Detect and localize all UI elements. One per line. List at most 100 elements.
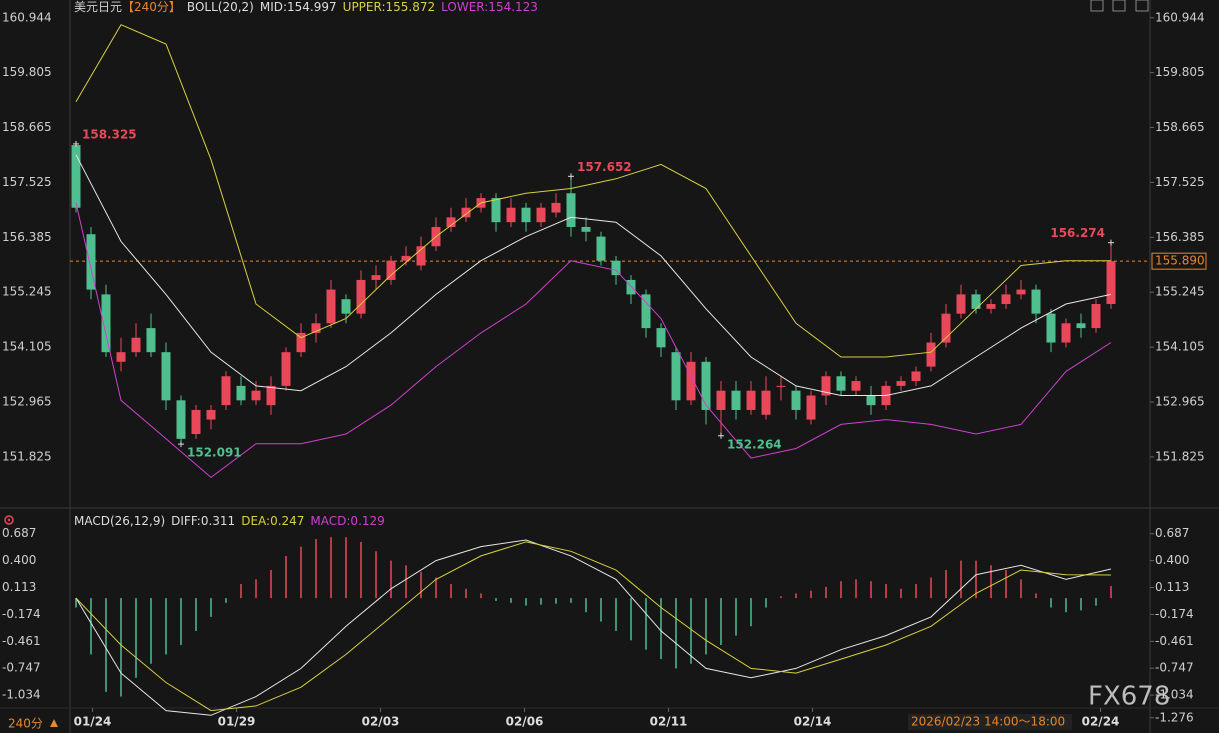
y-tick-label: 156.385	[1155, 230, 1205, 244]
candle-body	[851, 381, 861, 391]
period[interactable]: 【240分】	[122, 0, 181, 14]
candle-body	[221, 376, 231, 406]
candle-body	[641, 294, 651, 329]
y-tick-label: 151.825	[1155, 449, 1205, 463]
boll-lower: LOWER:154.123	[441, 0, 538, 14]
x-tick-label: 02/11	[650, 715, 688, 729]
y-tick-label-left: 0.113	[2, 580, 36, 594]
candle-body	[791, 390, 801, 410]
y-tick-label-left: 0.400	[2, 553, 36, 567]
candle-body	[251, 390, 261, 401]
candle-body	[491, 198, 501, 223]
y-tick-label: -0.747	[1155, 661, 1194, 675]
indicator-line	[75, 539, 1112, 716]
x-tick-label: 02/03	[362, 715, 400, 729]
candle-body	[701, 361, 711, 410]
y-tick-label: 152.965	[1155, 395, 1205, 409]
candle-body	[671, 352, 681, 401]
candle-body	[401, 255, 411, 261]
y-tick-label: 157.525	[1155, 175, 1205, 189]
boll-mid: MID:154.997	[259, 0, 337, 14]
candle-body	[971, 294, 981, 309]
candle-body	[146, 328, 156, 353]
candle-body	[1001, 294, 1011, 305]
candle-body	[926, 342, 936, 367]
cursor-time-box	[908, 714, 1072, 730]
candle-body	[836, 376, 846, 391]
candle-body	[686, 361, 696, 401]
y-tick-label-left: -0.174	[2, 607, 41, 621]
y-tick-label: 0.400	[1155, 553, 1189, 567]
x-tick-label: 02/24	[1082, 715, 1120, 729]
extreme-label: 157.652	[577, 160, 632, 174]
macd-header: MACD(26,12,9) DIFF:0.311 DEA:0.247 MACD:0.1…	[74, 514, 391, 528]
candle-body	[566, 193, 576, 227]
y-tick-label: 0.113	[1155, 580, 1189, 594]
candle-body	[1046, 313, 1056, 343]
y-tick-label-left: 158.665	[2, 120, 52, 134]
candle-body	[1016, 289, 1026, 295]
candle-body	[536, 207, 546, 223]
y-tick-label: 0.687	[1155, 526, 1189, 540]
macd-diff: DIFF:0.311	[171, 514, 236, 528]
candle-body	[986, 304, 996, 309]
candle-body	[371, 275, 381, 280]
macd-icon-dot	[7, 518, 11, 522]
y-tick-label: 159.805	[1155, 65, 1205, 79]
candle-body	[281, 352, 291, 386]
y-tick-label: 158.665	[1155, 120, 1205, 134]
candle-body	[956, 294, 966, 314]
x-tick-label: 02/06	[506, 715, 544, 729]
y-tick-label-left: 159.805	[2, 65, 52, 79]
candle-body	[311, 323, 321, 333]
x-tick-label: 01/24	[74, 715, 112, 729]
candle-body	[626, 279, 636, 295]
candle-body	[446, 217, 456, 227]
candle-body	[776, 385, 786, 387]
boll-upper: UPPER:155.872	[342, 0, 436, 14]
candle-body	[176, 400, 186, 439]
candle-body	[581, 226, 591, 232]
candle-body	[356, 279, 366, 314]
last-price-label: 155.890	[1155, 254, 1205, 268]
candle-body	[386, 260, 396, 280]
candle-body	[1076, 323, 1086, 329]
window-button[interactable]	[1135, 0, 1149, 12]
y-tick-label: 154.105	[1155, 340, 1205, 354]
period-label[interactable]: 240分	[8, 717, 43, 731]
candle-body	[821, 376, 831, 396]
x-tick-label: 01/29	[218, 715, 256, 729]
y-tick-label-left: 154.105	[2, 340, 52, 354]
candle-body	[806, 395, 816, 420]
candle-body	[731, 390, 741, 410]
indicator-line	[75, 24, 1111, 358]
candle-body	[521, 207, 531, 223]
candle-body	[611, 260, 621, 276]
candle-body	[191, 409, 201, 435]
y-tick-label-left: 0.687	[2, 526, 36, 540]
macd-icon[interactable]	[4, 515, 14, 525]
y-tick-label: -0.174	[1155, 607, 1194, 621]
candle-body	[716, 390, 726, 410]
extreme-label: 152.091	[187, 446, 242, 460]
y-tick-label-left: -0.461	[2, 634, 41, 648]
cursor-time: 2026/02/23 14:00～18:00	[911, 715, 1065, 729]
y-tick-label-left: -1.034	[2, 688, 41, 702]
window-button[interactable]	[1090, 0, 1104, 12]
candle-body	[1106, 261, 1116, 305]
window-button[interactable]	[1112, 0, 1126, 12]
candle-body	[941, 313, 951, 343]
y-tick-label: -1.276	[1155, 710, 1194, 724]
watermark: FX678	[1088, 682, 1170, 712]
indicator-line	[75, 154, 1112, 396]
extreme-label: 152.264	[727, 437, 782, 451]
extreme-label: 156.274	[1050, 226, 1105, 240]
macd-value: MACD:0.129	[310, 514, 385, 528]
period-arrow[interactable]	[50, 719, 58, 727]
y-tick-label-left: 156.385	[2, 230, 52, 244]
candle-body	[746, 390, 756, 410]
x-tick-label: 02/14	[794, 715, 832, 729]
candle-body	[236, 385, 246, 401]
y-tick-label-left: -0.747	[2, 661, 41, 675]
